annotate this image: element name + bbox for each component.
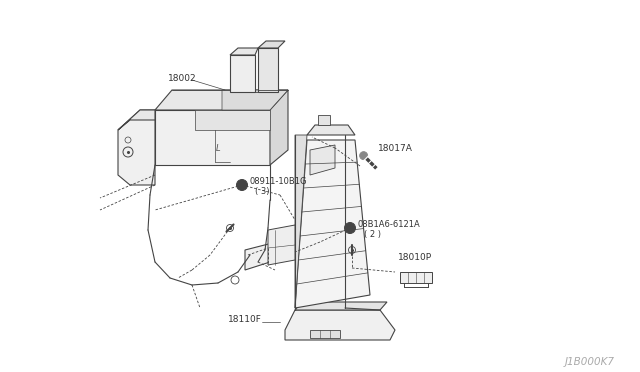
Text: L: L — [216, 144, 220, 153]
Circle shape — [344, 222, 355, 234]
Polygon shape — [285, 310, 395, 340]
Polygon shape — [268, 225, 295, 265]
Circle shape — [360, 152, 367, 160]
Polygon shape — [295, 135, 307, 308]
Polygon shape — [245, 238, 292, 270]
Text: J1B000K7: J1B000K7 — [565, 357, 615, 367]
Polygon shape — [230, 55, 255, 92]
Text: 18002: 18002 — [168, 74, 196, 83]
Polygon shape — [195, 110, 270, 130]
Polygon shape — [155, 90, 288, 110]
Text: ( 3): ( 3) — [255, 186, 269, 196]
Polygon shape — [295, 140, 370, 308]
Circle shape — [237, 180, 248, 190]
Polygon shape — [295, 302, 387, 310]
Bar — [400, 272, 432, 283]
Text: 08911-10B1G: 08911-10B1G — [249, 176, 307, 186]
Text: ( 2 ): ( 2 ) — [364, 230, 381, 238]
Polygon shape — [222, 90, 288, 110]
Polygon shape — [310, 330, 340, 338]
Text: 18017A: 18017A — [378, 144, 413, 153]
Polygon shape — [310, 145, 335, 175]
Text: 18110F: 18110F — [228, 315, 262, 324]
Polygon shape — [118, 110, 155, 130]
Polygon shape — [270, 90, 288, 165]
Text: 08B1A6-6121A: 08B1A6-6121A — [358, 219, 420, 228]
Polygon shape — [258, 41, 285, 48]
Polygon shape — [155, 110, 270, 165]
Text: B: B — [348, 225, 353, 231]
Polygon shape — [118, 110, 155, 185]
Text: 18010P: 18010P — [398, 253, 432, 263]
Polygon shape — [307, 125, 355, 135]
Polygon shape — [318, 115, 330, 125]
Text: B: B — [239, 183, 244, 187]
Polygon shape — [258, 48, 278, 92]
Polygon shape — [230, 48, 258, 55]
